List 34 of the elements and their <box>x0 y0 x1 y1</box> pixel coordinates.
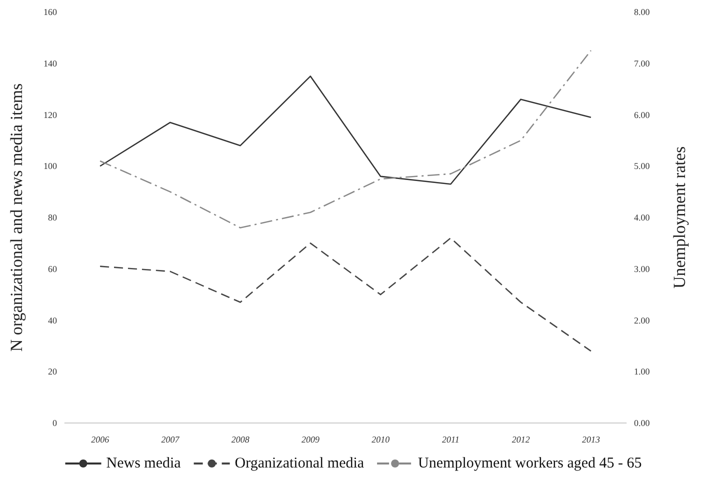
line-series <box>99 50 592 228</box>
y2-axis-title: Unemployment rates <box>670 146 689 289</box>
y2-tick-label: 4.00 <box>634 212 650 222</box>
y-tick-label: 100 <box>44 161 58 172</box>
x-tick-label: 2010 <box>372 434 390 444</box>
x-tick-label: 2009 <box>301 434 320 444</box>
y2-tick-label: 0.00 <box>634 418 650 428</box>
x-tick-label: 2012 <box>512 434 530 444</box>
y-tick-label: 20 <box>48 366 58 377</box>
legend-label: Organizational media <box>234 456 364 472</box>
y2-tick-label: 7.00 <box>634 58 650 68</box>
x-tick-label: 2008 <box>231 434 250 444</box>
x-tick-label: 2011 <box>442 434 460 444</box>
line-series <box>99 76 592 185</box>
y-tick-label: 80 <box>48 212 58 222</box>
y-tick-label: 120 <box>44 110 58 120</box>
y-tick-label: 140 <box>44 58 58 68</box>
y2-tick-label: 2.00 <box>634 315 650 326</box>
y2-tick-label: 8.00 <box>634 7 650 17</box>
x-tick-label: 2007 <box>161 434 180 444</box>
y-tick-label: 60 <box>48 264 58 274</box>
legend-label: Unemployment workers aged 45 - 65 <box>418 456 642 472</box>
y-tick-label: 40 <box>48 315 58 326</box>
y2-tick-label: 6.00 <box>634 110 650 120</box>
y-tick-label: 160 <box>44 7 58 17</box>
x-tick-label: 2013 <box>582 434 600 444</box>
y-axis-title: N organizational and news media items <box>7 83 26 352</box>
y-tick-label: 0 <box>52 418 58 428</box>
line-series <box>99 237 592 352</box>
legend-label: News media <box>106 456 182 472</box>
y2-tick-label: 5.00 <box>634 161 650 172</box>
x-tick-label: 2006 <box>91 434 110 444</box>
y2-tick-label: 1.00 <box>634 366 650 377</box>
y2-tick-label: 3.00 <box>634 264 650 274</box>
